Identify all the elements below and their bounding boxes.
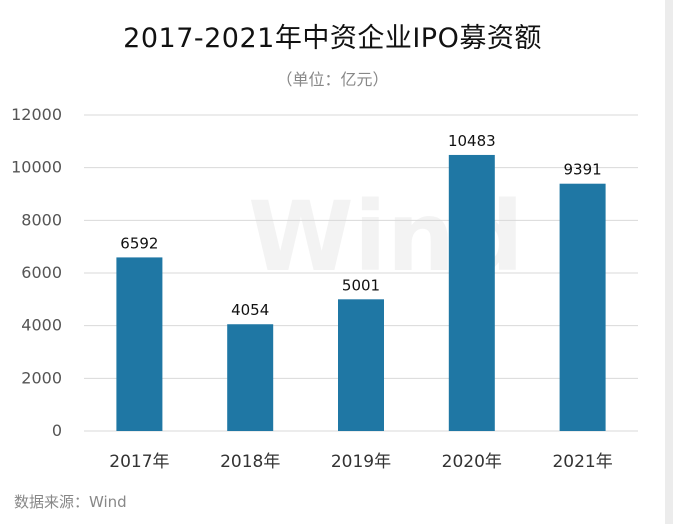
x-tick-label: 2019年 (331, 452, 391, 472)
bar-2017年 (116, 257, 163, 431)
data-labels: 6592 4054 5001 10483 9391 (120, 132, 601, 319)
bar-2019年 (338, 299, 384, 431)
y-axis-ticks: 0 2000 4000 6000 8000 10000 12000 (11, 105, 62, 440)
x-axis-ticks: 2017年 2018年 2019年 2020年 2021年 (109, 452, 612, 472)
y-tick-label: 4000 (21, 316, 62, 335)
data-label: 6592 (120, 234, 158, 252)
bar-2020年 (448, 154, 495, 431)
page-edge (665, 0, 673, 524)
y-tick-label: 12000 (11, 105, 62, 124)
x-tick-label: 2018年 (220, 452, 280, 472)
y-tick-label: 2000 (21, 368, 62, 387)
source-note: 数据来源：Wind (14, 493, 127, 511)
data-label: 4054 (231, 301, 269, 319)
y-tick-label: 8000 (21, 210, 62, 229)
y-tick-label: 0 (52, 421, 62, 440)
bar-2018年 (227, 324, 274, 431)
y-tick-label: 6000 (21, 263, 62, 282)
bars (116, 154, 606, 431)
x-tick-label: 2020年 (442, 452, 502, 472)
data-label: 10483 (448, 132, 496, 150)
y-tick-label: 10000 (11, 158, 62, 177)
x-tick-label: 2017年 (109, 452, 169, 472)
data-label: 9391 (564, 161, 602, 179)
chart-subtitle: （单位：亿元） (276, 70, 389, 89)
chart-title: 2017-2021年中资企业IPO募资额 (123, 23, 542, 54)
data-label: 5001 (342, 276, 380, 294)
bar-2021年 (559, 183, 606, 431)
x-tick-label: 2021年 (552, 452, 612, 472)
